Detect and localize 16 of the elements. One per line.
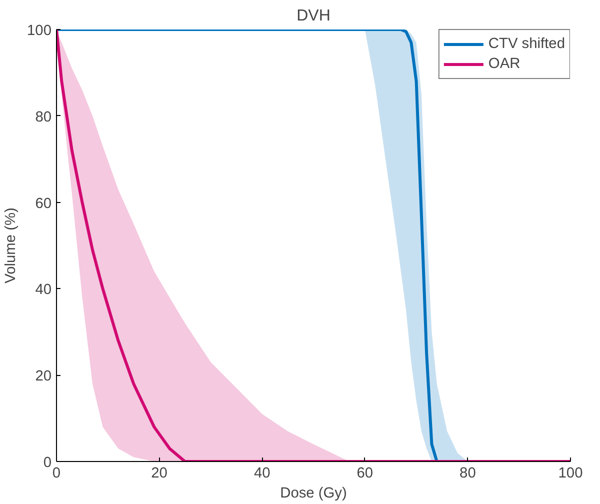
chart-title: DVH <box>296 8 330 24</box>
x-tick-label: 60 <box>356 466 374 482</box>
legend-label: CTV shifted <box>488 36 565 52</box>
y-tick-label: 20 <box>35 368 52 385</box>
y-tick-label: 100 <box>27 23 52 39</box>
y-tick-label: 40 <box>35 282 52 298</box>
y-tick-label: 0 <box>43 455 52 471</box>
legend-label: OAR <box>488 56 520 72</box>
y-tick-label: 80 <box>35 109 52 126</box>
x-tick-label: 80 <box>460 466 476 482</box>
y-axis-title: Volume (%) <box>3 208 20 284</box>
x-tick-label: 100 <box>558 466 583 482</box>
x-tick-label: 40 <box>254 466 270 482</box>
x-axis-title: Dose (Gy) <box>280 486 347 502</box>
x-tick-label: 20 <box>151 466 168 482</box>
y-tick-label: 60 <box>35 196 52 212</box>
